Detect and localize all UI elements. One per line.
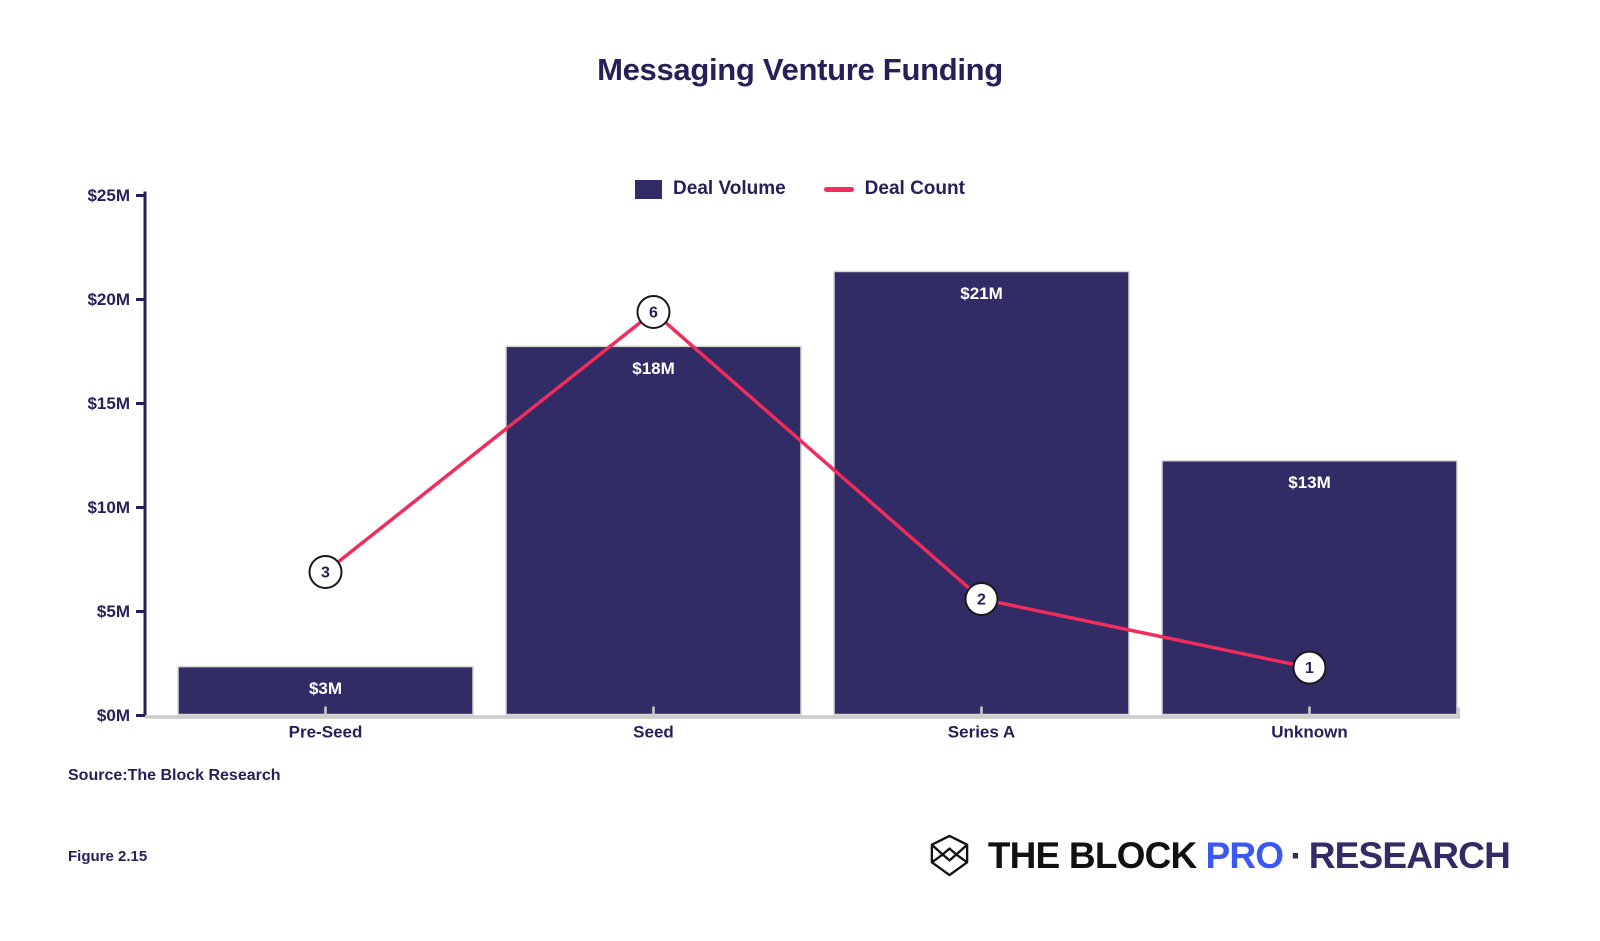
y-axis-tick-label: $10M [87, 498, 130, 517]
deal-count-marker-pre-seed [308, 554, 343, 589]
y-axis-tick-label: $25M [87, 186, 130, 205]
category-label-seed: Seed [633, 723, 674, 742]
logo-research-text: RESEARCH [1308, 834, 1511, 876]
deal-count-swatch-icon [823, 186, 854, 192]
deal-count-value-label: 6 [649, 304, 658, 321]
bar-value-label: $3M [309, 679, 342, 698]
source-text: Source:The Block Research [68, 767, 281, 784]
y-axis-tick-label: $0M [97, 706, 130, 725]
figure-caption: Figure 2.15 [68, 848, 148, 865]
y-axis-tick-label: $15M [87, 394, 130, 413]
the-block-pro-research-logo: THE BLOCK PRO · RESEARCH [926, 832, 1511, 879]
category-label-series-a: Series A [948, 723, 1015, 742]
category-label-unknown: Unknown [1271, 723, 1348, 742]
logo-wordmark: THE BLOCK PRO · RESEARCH [987, 834, 1511, 877]
bar-value-label: $21M [960, 284, 1003, 303]
deal-volume-swatch-icon [635, 179, 663, 199]
bar-seed [505, 345, 802, 716]
category-label-pre-seed: Pre-Seed [289, 723, 363, 742]
the-block-cube-icon [930, 834, 969, 877]
bar-series-a [833, 270, 1130, 716]
deal-count-marker-unknown [1292, 650, 1327, 685]
deal-count-line [323, 310, 1312, 670]
legend-deal-volume-label: Deal Volume [673, 178, 786, 199]
logo-separator-dot: · [1290, 834, 1302, 876]
deal-count-value-label: 3 [321, 564, 330, 581]
bar-value-label: $13M [1288, 473, 1331, 492]
bar-value-label: $18M [632, 359, 675, 378]
deal-count-value-label: 2 [977, 592, 986, 609]
legend-item-deal-count: Deal Count [823, 178, 965, 200]
legend-item-deal-volume: Deal Volume [635, 178, 786, 200]
page-title: Messaging Venture Funding [597, 52, 1003, 87]
legend-deal-count-label: Deal Count [864, 178, 965, 199]
chart-legend: Deal Volume Deal Count [0, 178, 1600, 200]
y-axis-tick-label: $5M [97, 602, 130, 621]
logo-the-block-text: THE BLOCK [987, 834, 1197, 876]
y-axis-tick-label: $20M [87, 290, 130, 309]
logo-pro-text: PRO [1205, 834, 1284, 876]
deal-count-marker-seed [636, 294, 671, 329]
deal-count-marker-series-a [964, 582, 999, 617]
deal-count-value-label: 1 [1305, 660, 1314, 677]
